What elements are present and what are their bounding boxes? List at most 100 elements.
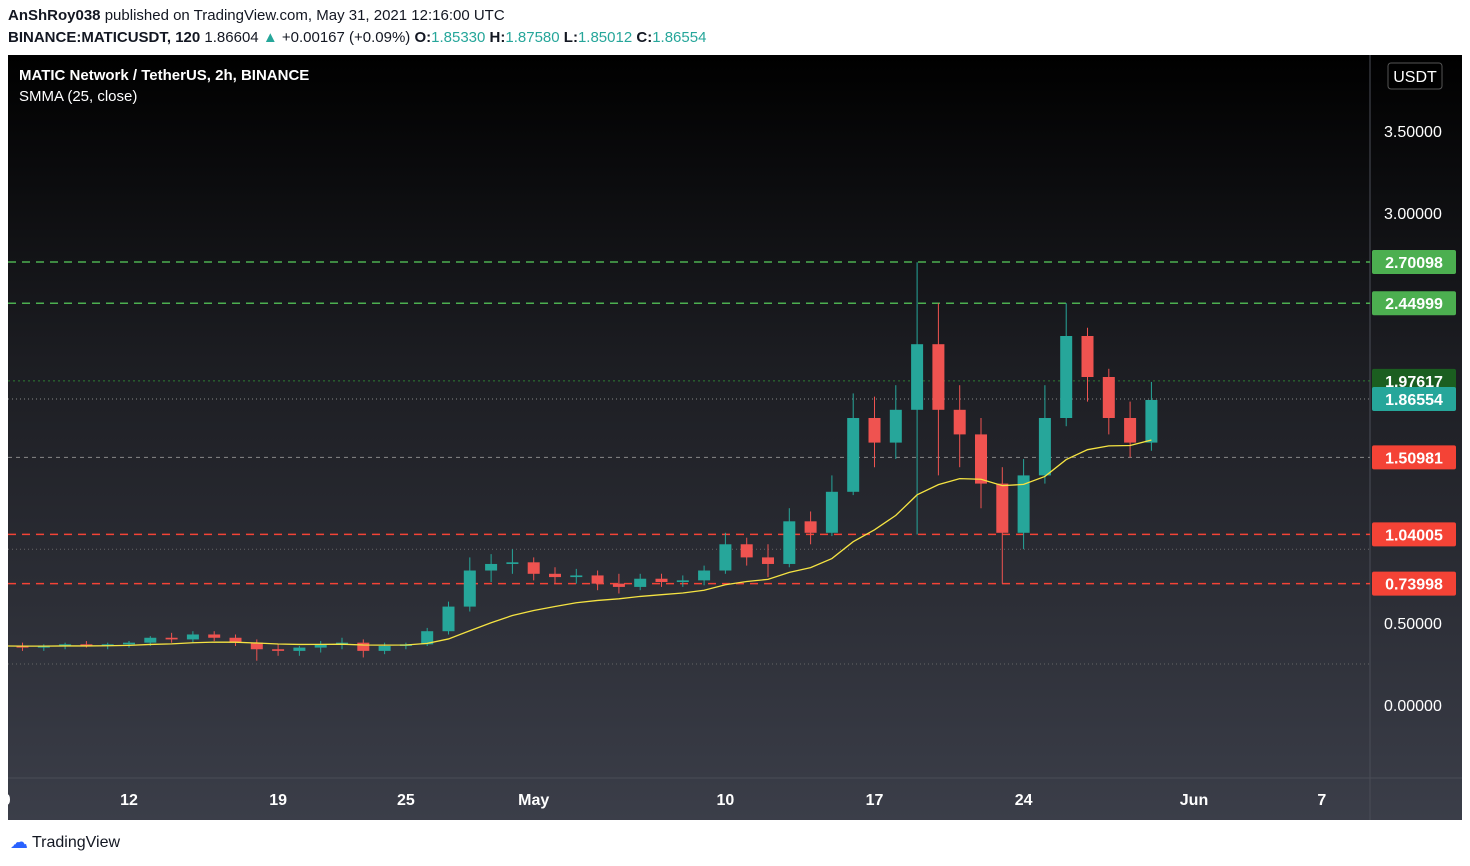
candle-body <box>1060 336 1073 418</box>
candle-body <box>463 570 476 607</box>
low-label: L: <box>563 29 578 46</box>
candle-body <box>889 409 902 443</box>
candle-body <box>527 562 540 574</box>
brand-name: TradingView <box>32 833 121 851</box>
y-tick-label: 3.00000 <box>1384 206 1442 223</box>
level-badge <box>1372 250 1456 275</box>
indicator-legend[interactable]: SMMA (25, close) <box>19 88 138 105</box>
publish-info: AnShRoy038 published on TradingView.com,… <box>8 7 505 24</box>
chart-panel[interactable]: 0.00000 0.50000 3.00000 3.50000 :00 12 19 25 May… <box>0 55 1462 820</box>
close-label: C: <box>636 29 653 46</box>
symbol: BINANCE:MATICUSDT, 120 <box>8 29 201 46</box>
candle-body <box>655 578 668 582</box>
x-tick-label: 25 <box>397 792 415 809</box>
level-label: 1.50981 <box>1385 450 1443 467</box>
candle-body <box>485 563 498 571</box>
candle-body <box>165 637 178 640</box>
candle-body <box>229 637 242 643</box>
open-value: 1.85330 <box>431 29 486 46</box>
x-tick-label: May <box>518 792 549 809</box>
level-label: 0.73998 <box>1385 577 1443 594</box>
candle-body <box>1102 377 1115 418</box>
x-tick-label: 24 <box>1015 792 1033 809</box>
chart-title: MATIC Network / TetherUS, 2h, BINANCE <box>19 67 310 84</box>
level-label: 1.86554 <box>1385 392 1443 409</box>
level-badge <box>1372 368 1456 393</box>
candle-body <box>740 544 753 558</box>
candle-body <box>442 606 455 632</box>
candle-body <box>804 521 817 533</box>
level-badge <box>1372 445 1456 470</box>
candle-body <box>1081 336 1094 377</box>
candle-body <box>570 575 583 578</box>
change: +0.00167 (+0.09%) <box>281 29 411 46</box>
currency-badge <box>1387 62 1443 90</box>
candle-body <box>698 570 711 581</box>
candle-body <box>634 578 647 587</box>
candles <box>0 262 1158 661</box>
candle-body <box>123 642 135 645</box>
x-tick-label: 17 <box>866 792 884 809</box>
candle-body <box>549 573 561 578</box>
candle-body <box>783 521 796 564</box>
candle-body <box>1038 418 1051 476</box>
level-badge <box>1372 522 1456 547</box>
candle-body <box>421 631 434 645</box>
candle-body <box>378 645 391 651</box>
candle-body <box>996 483 1009 533</box>
x-tick-label: :00 <box>8 792 11 809</box>
candle-body <box>975 434 987 484</box>
x-tick-label: 7 <box>1317 792 1326 809</box>
candle-body <box>1145 399 1158 443</box>
candle-body <box>612 583 625 587</box>
level-badge <box>1372 387 1456 412</box>
level-label: 2.70098 <box>1385 255 1443 272</box>
candle-body <box>591 575 604 584</box>
candle-body <box>868 418 881 443</box>
candle-body <box>762 557 774 564</box>
candle-body <box>80 644 93 646</box>
level-badge <box>1372 571 1456 596</box>
candle-body <box>208 634 221 638</box>
candle-body <box>357 642 370 651</box>
y-tick-label: 0.50000 <box>1384 616 1442 633</box>
smma-line <box>1 439 1152 647</box>
candle-body <box>250 642 263 650</box>
symbol-info: BINANCE:MATICUSDT, 120 1.86604 ▲ +0.0016… <box>8 29 706 46</box>
candle-body <box>186 634 199 640</box>
y-tick-label: 3.50000 <box>1384 124 1442 141</box>
level-label: 2.44999 <box>1385 296 1443 313</box>
high-value: 1.87580 <box>505 29 560 46</box>
candle-body <box>293 647 306 651</box>
candle-body <box>1017 475 1030 533</box>
published-text: published on TradingView.com, May 31, 20… <box>104 7 505 24</box>
candle-body <box>911 344 924 410</box>
candle-body <box>932 344 945 410</box>
currency-label: USDT <box>1393 69 1437 86</box>
low-value: 1.85012 <box>577 29 633 46</box>
candle-body <box>825 491 838 533</box>
x-tick-label: 19 <box>269 792 287 809</box>
price-chart[interactable]: 0.00000 0.50000 3.00000 3.50000 :00 12 19 25 May… <box>0 55 1462 820</box>
candle-body <box>847 418 860 492</box>
candle-body <box>144 637 157 643</box>
x-tick-label: 12 <box>120 792 138 809</box>
high-label: H: <box>489 29 506 46</box>
author[interactable]: AnShRoy038 <box>8 7 101 24</box>
x-tick-label: Jun <box>1180 792 1208 809</box>
candle-body <box>506 562 519 564</box>
level-label: 1.97617 <box>1385 374 1443 391</box>
close-value: 1.86554 <box>652 29 707 46</box>
tradingview-logo[interactable]: ☁ TradingView <box>10 832 120 853</box>
candle-body <box>336 642 348 645</box>
candle-body <box>272 649 285 651</box>
level-badge <box>1372 291 1456 316</box>
x-tick-label: 10 <box>717 792 735 809</box>
candle-body <box>59 644 72 646</box>
tradingview-cloud-icon: ☁ <box>10 832 28 852</box>
candle-body <box>676 580 689 582</box>
up-triangle-icon: ▲ <box>262 29 278 46</box>
candle-body <box>1124 418 1137 443</box>
open-label: O: <box>414 29 432 46</box>
y-tick-label: 0.00000 <box>1384 698 1442 715</box>
